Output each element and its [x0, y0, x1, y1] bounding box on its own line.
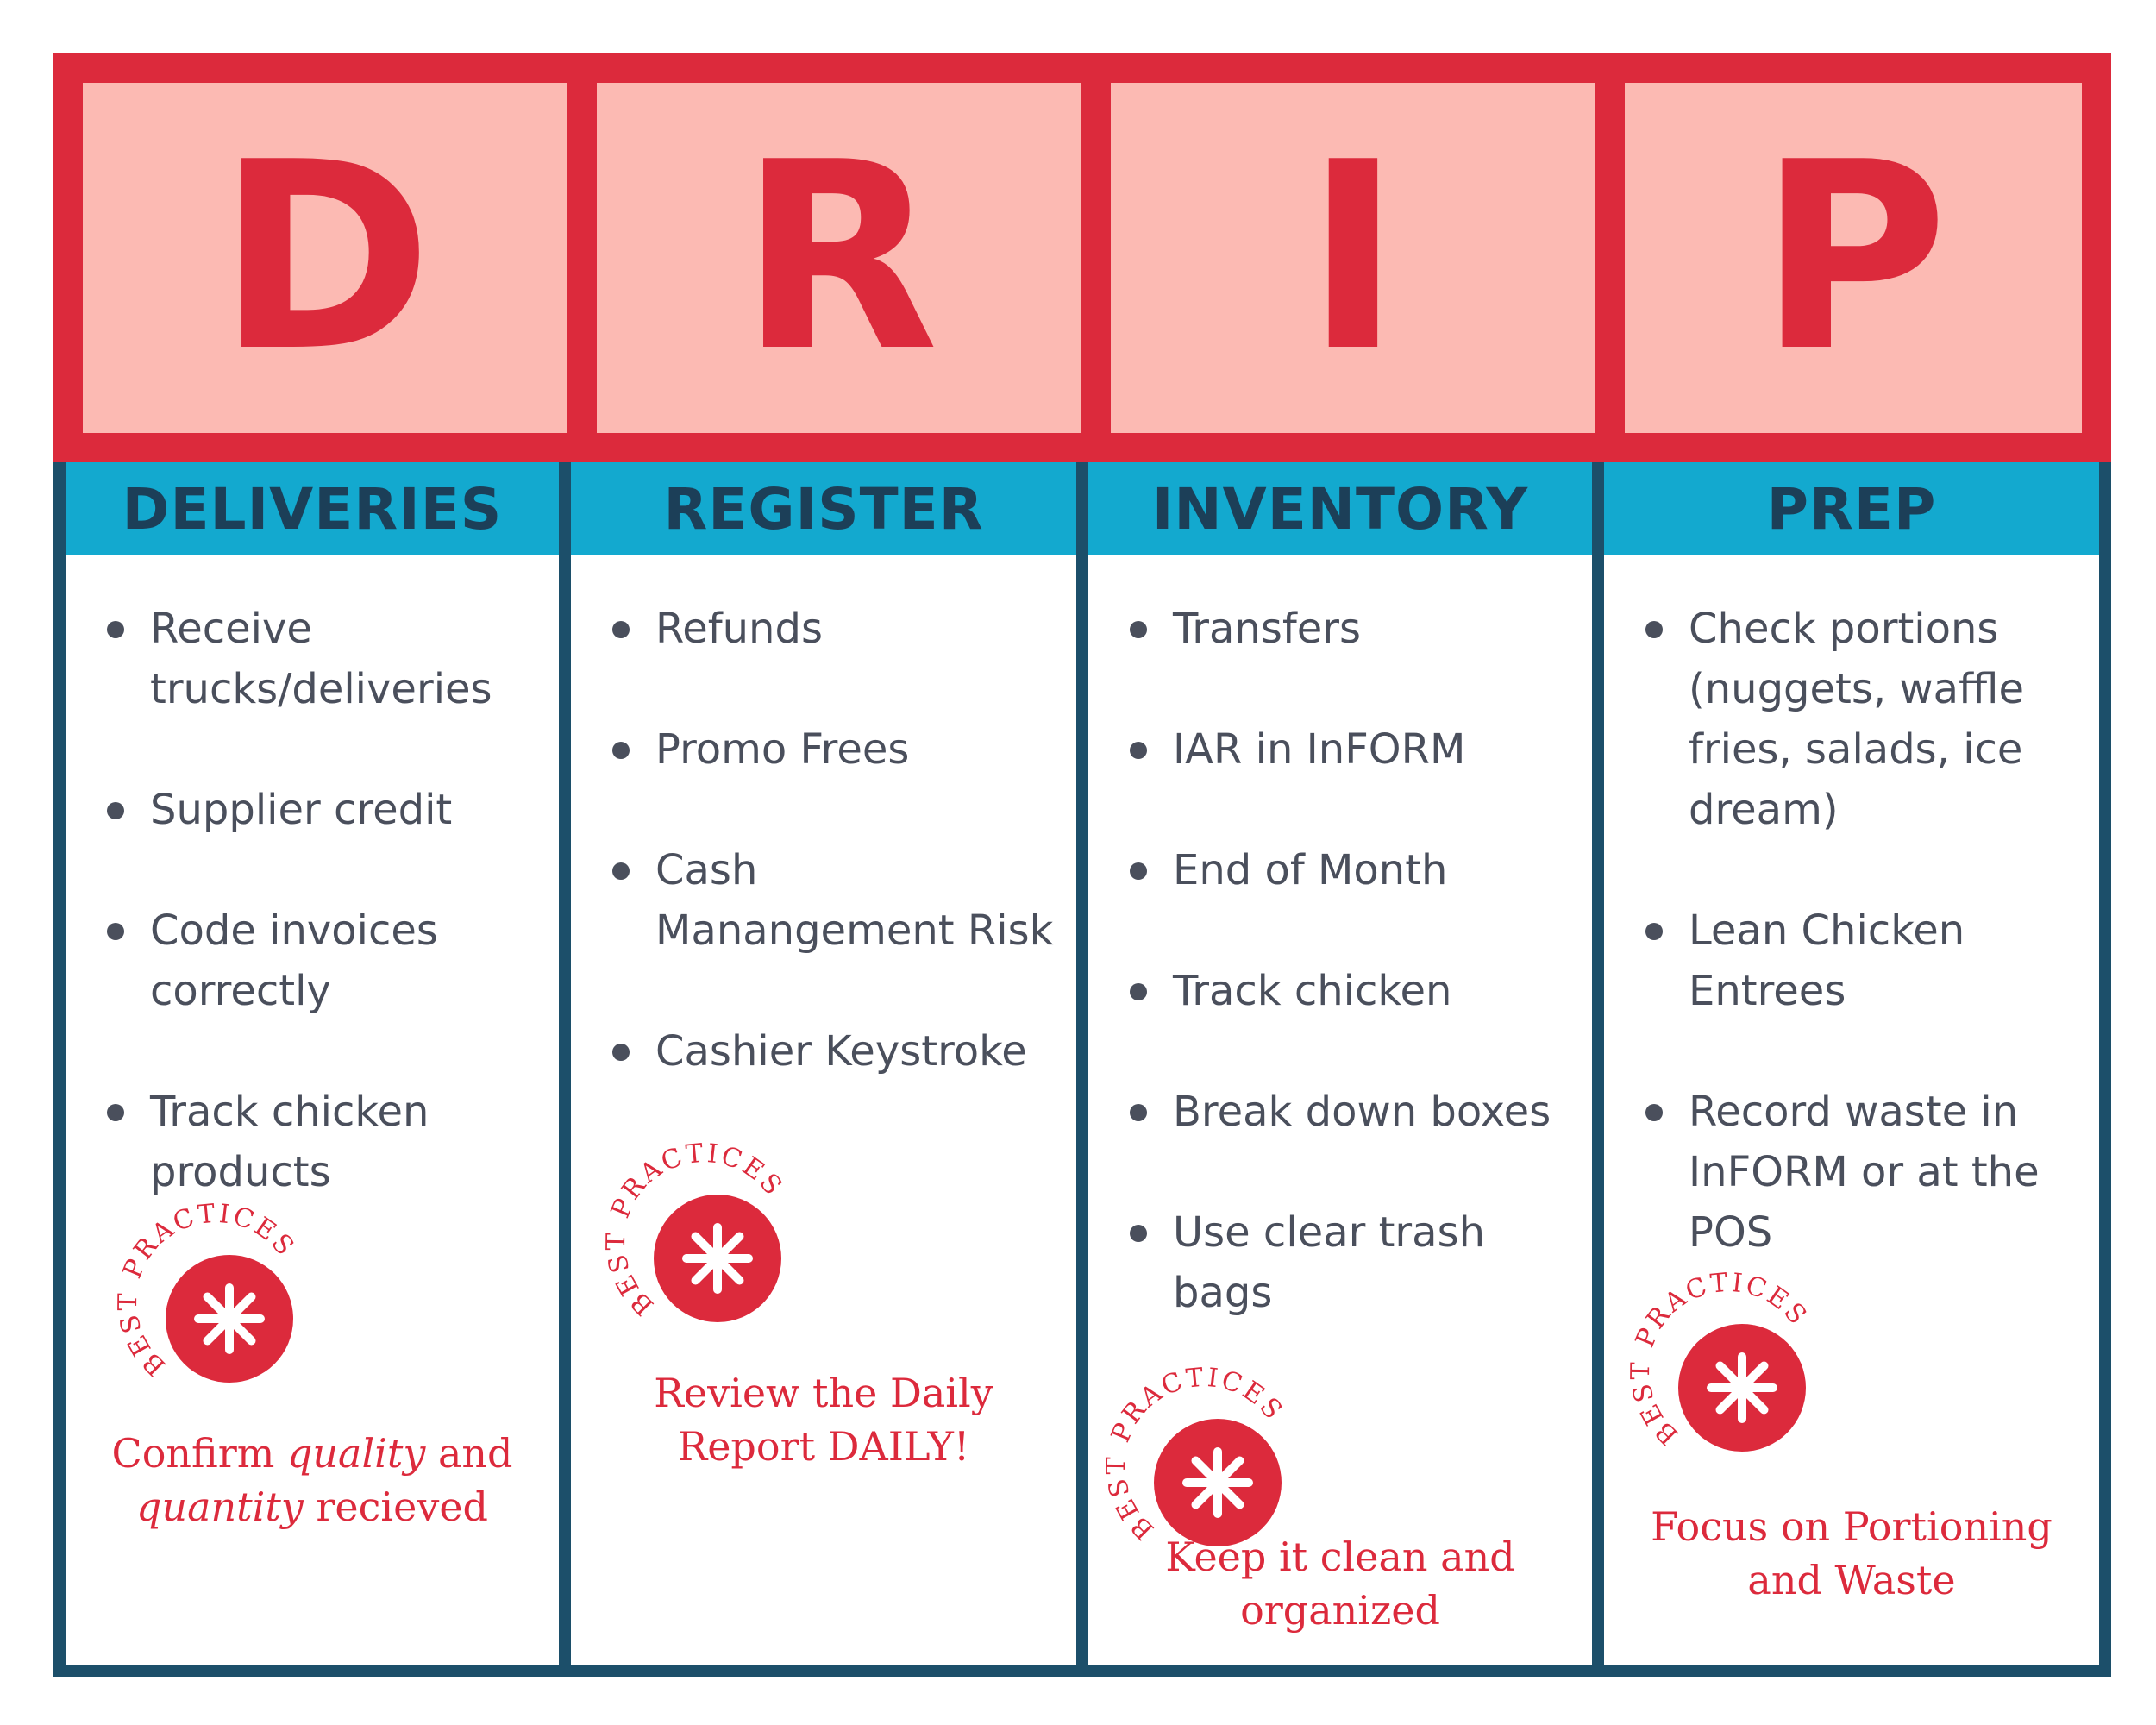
column-header: REGISTER: [571, 462, 1076, 555]
tip-text: Keep it clean and organized: [1165, 1534, 1515, 1634]
list-item: Cash Manangement Risk: [612, 840, 1068, 961]
asterisk-icon: [1707, 1352, 1777, 1423]
asterisk-icon: [194, 1283, 265, 1354]
badge-graphic: BEST PRACTICES: [1630, 1271, 1811, 1452]
badge-graphic: BEST PRACTICES: [1106, 1366, 1287, 1546]
column-header: INVENTORY: [1088, 462, 1592, 555]
letter-i: I: [1305, 107, 1401, 408]
list-item: Check portions (nuggets, waffle fries, s…: [1645, 599, 2090, 840]
letter-band: D R I P: [53, 53, 2111, 462]
item-list: Receive trucks/deliveries Supplier credi…: [107, 599, 550, 1263]
list-item: Refunds: [612, 599, 1068, 659]
tip-text: Review the Daily Report DAILY!: [654, 1370, 993, 1470]
item-list: Refunds Promo Frees Cash Manangement Ris…: [612, 599, 1068, 1142]
tip-text: Confirm quality and quantity recieved: [83, 1427, 542, 1534]
column-register: REGISTER Refunds Promo Frees Cash Manang…: [571, 462, 1076, 1665]
item-list: Check portions (nuggets, waffle fries, s…: [1645, 599, 2090, 1323]
list-item: Track chicken: [1130, 961, 1583, 1021]
tip-part: and: [425, 1430, 513, 1477]
list-item: Code invoices correctly: [107, 900, 550, 1021]
column-body: Transfers IAR in InFORM End of Month Tra…: [1088, 564, 1592, 1665]
letter-p: P: [1758, 107, 1948, 408]
tip-part: Confirm: [111, 1430, 287, 1477]
best-practices-badge: BEST PRACTICES: [117, 1202, 324, 1409]
tip-part: recieved: [303, 1484, 488, 1530]
tip-emphasis: quality: [286, 1430, 426, 1477]
asterisk-icon: [682, 1223, 753, 1294]
letter-cell-i: I: [1111, 83, 1595, 433]
badge-graphic: BEST PRACTICES: [605, 1142, 787, 1322]
best-practices-badge: BEST PRACTICES: [1106, 1366, 1313, 1573]
asterisk-icon: [1182, 1447, 1253, 1518]
column-title: PREP: [1766, 475, 1937, 543]
column-body: Refunds Promo Frees Cash Manangement Ris…: [571, 564, 1076, 1665]
column-header: DELIVERIES: [66, 462, 559, 555]
list-item: Record waste in InFORM or at the POS: [1645, 1082, 2090, 1263]
list-item: Supplier credit: [107, 780, 550, 840]
badge-graphic: BEST PRACTICES: [117, 1202, 298, 1383]
letter-cell-r: R: [597, 83, 1081, 433]
column-deliveries: DELIVERIES Receive trucks/deliveries Sup…: [66, 462, 559, 1665]
columns-table: DELIVERIES Receive trucks/deliveries Sup…: [53, 462, 2111, 1677]
letter-cell-d: D: [83, 83, 567, 433]
list-item: Track chicken products: [107, 1082, 550, 1202]
list-item: Use clear trash bags: [1130, 1202, 1583, 1323]
letter-cell-p: P: [1625, 83, 2082, 433]
letter-r: R: [739, 107, 939, 408]
column-prep: PREP Check portions (nuggets, waffle fri…: [1604, 462, 2099, 1665]
column-title: REGISTER: [663, 475, 984, 543]
column-inventory: INVENTORY Transfers IAR in InFORM End of…: [1088, 462, 1592, 1665]
list-item: End of Month: [1130, 840, 1583, 900]
list-item: Transfers: [1130, 599, 1583, 659]
list-item: Receive trucks/deliveries: [107, 599, 550, 719]
column-header: PREP: [1604, 462, 2099, 555]
list-item: Cashier Keystroke: [612, 1021, 1068, 1082]
list-item: Break down boxes: [1130, 1082, 1583, 1142]
column-title: DELIVERIES: [122, 475, 503, 543]
column-title: INVENTORY: [1151, 475, 1529, 543]
item-list: Transfers IAR in InFORM End of Month Tra…: [1130, 599, 1583, 1383]
list-item: Lean Chicken Entrees: [1645, 900, 2090, 1021]
list-item: IAR in InFORM: [1130, 719, 1583, 780]
column-body: Receive trucks/deliveries Supplier credi…: [66, 564, 559, 1665]
tip-emphasis: quantity: [136, 1484, 304, 1530]
letter-d: D: [217, 107, 433, 408]
column-body: Check portions (nuggets, waffle fries, s…: [1604, 564, 2099, 1665]
best-practices-badge: BEST PRACTICES: [1630, 1271, 1837, 1478]
best-practices-badge: BEST PRACTICES: [605, 1142, 812, 1349]
tip-text: Focus on Portioning and Waste: [1651, 1503, 2053, 1603]
list-item: Promo Frees: [612, 719, 1068, 780]
